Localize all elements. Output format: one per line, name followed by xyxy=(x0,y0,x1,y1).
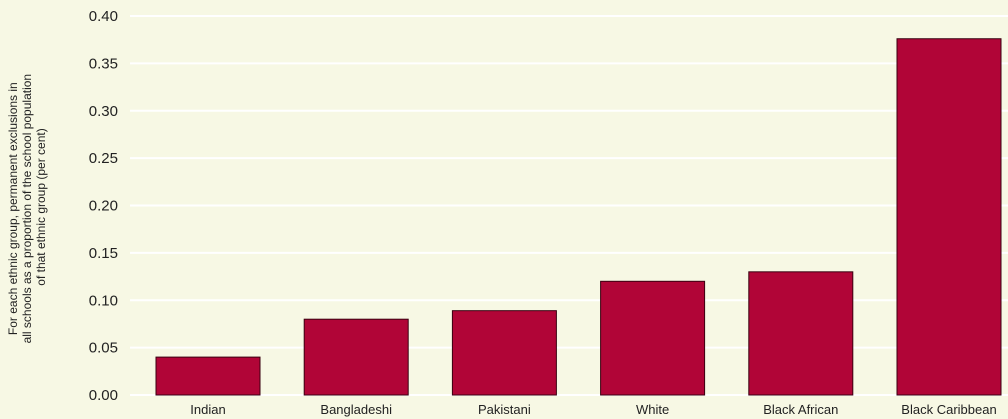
x-category-label: White xyxy=(636,402,669,417)
x-category-label: Black African xyxy=(763,402,838,417)
bars xyxy=(155,38,1002,396)
y-tick-label: 0.10 xyxy=(89,292,118,309)
bar xyxy=(155,356,261,396)
x-axis-categories: Indian Bangladeshi Pakistani White Black Afr… xyxy=(190,402,996,417)
bar xyxy=(600,280,706,396)
y-tick-label: 0.35 xyxy=(89,55,118,72)
gridlines xyxy=(130,15,1008,396)
y-tick-label: 0.20 xyxy=(89,198,118,215)
y-axis-title-line-3: of that ethnic group (per cent) xyxy=(34,128,48,285)
y-axis-title-line-2: all schools as a proportion of the schoo… xyxy=(20,74,34,344)
bar xyxy=(303,318,409,396)
x-category-label: Indian xyxy=(190,402,225,417)
x-category-label: Bangladeshi xyxy=(320,402,392,417)
y-tick-label: 0.15 xyxy=(89,245,118,262)
y-axis-ticks: 0.00 0.05 0.10 0.15 0.20 0.25 0.30 0.35 0.40 xyxy=(89,8,118,404)
y-tick-label: 0.25 xyxy=(89,150,118,167)
y-tick-label: 0.30 xyxy=(89,103,118,120)
y-tick-label: 0.40 xyxy=(89,8,118,25)
x-category-label: Black Caribbean xyxy=(901,402,996,417)
bar xyxy=(896,38,1002,396)
bar xyxy=(748,271,854,396)
y-axis-title: For each ethnic group, permanent exclusi… xyxy=(6,71,48,344)
y-axis-title-line-1: For each ethnic group, permanent exclusi… xyxy=(6,82,20,335)
y-tick-label: 0.05 xyxy=(89,340,118,357)
x-category-label: Pakistani xyxy=(478,402,531,417)
bar xyxy=(451,310,557,396)
y-tick-label: 0.00 xyxy=(89,387,118,404)
